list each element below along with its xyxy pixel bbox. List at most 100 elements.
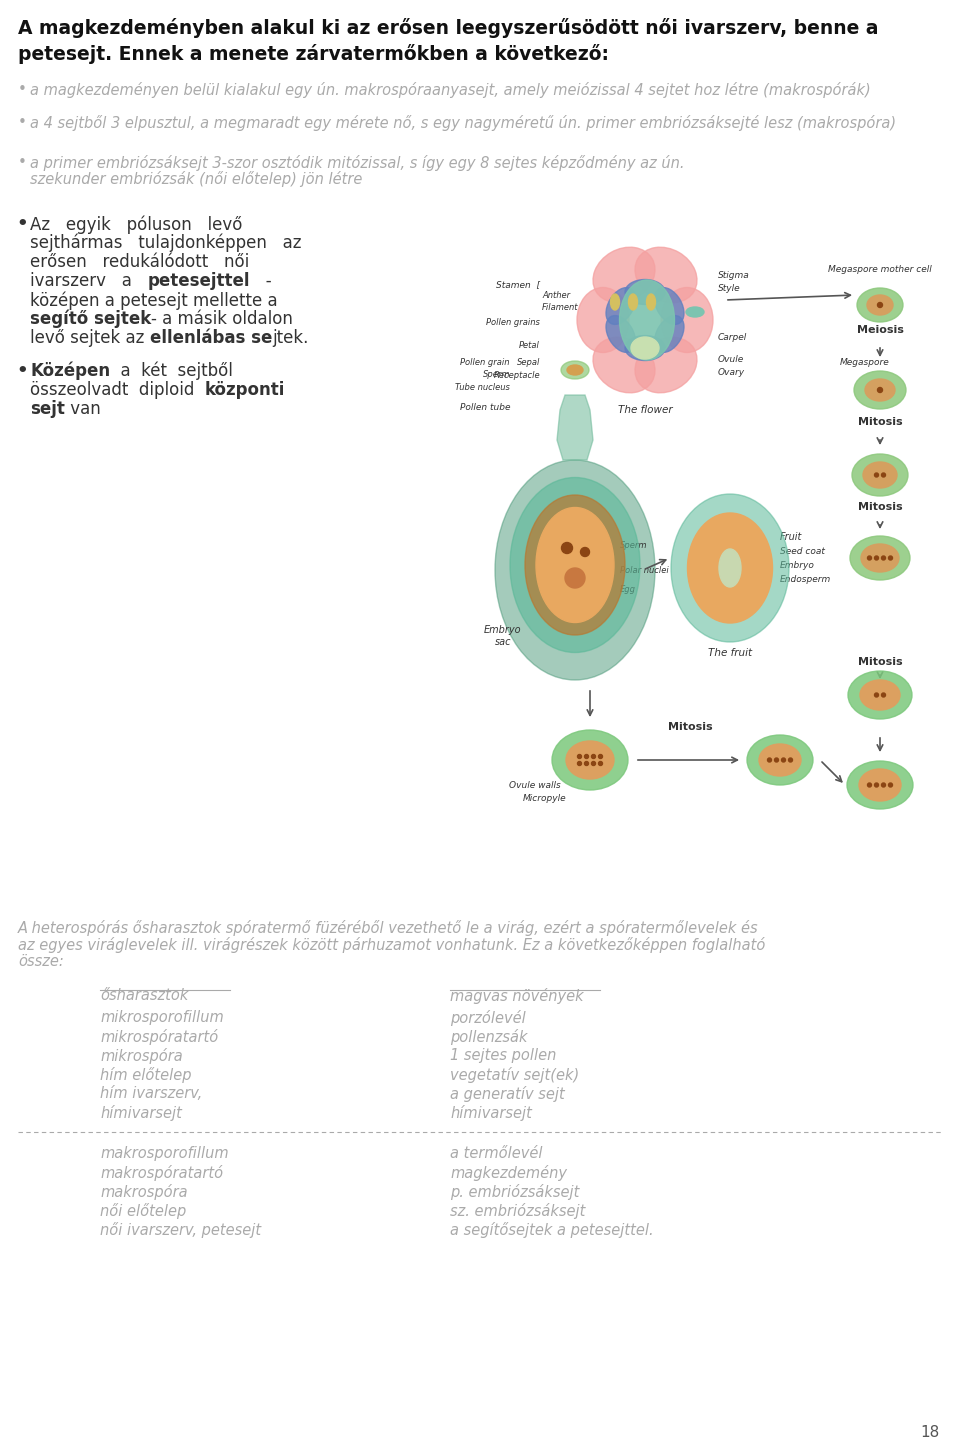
Text: Receptacle: Receptacle [493, 371, 540, 380]
Text: petesejt. Ennek a menete zárvatermőkben a következő:: petesejt. Ennek a menete zárvatermőkben … [18, 43, 609, 64]
Ellipse shape [611, 293, 619, 311]
Text: Ovary: Ovary [718, 368, 745, 377]
Text: A magkezdeményben alakul ki az erősen leegyszerűsödött női ivarszerv, benne a: A magkezdeményben alakul ki az erősen le… [18, 17, 878, 38]
Text: Ovule: Ovule [718, 355, 744, 364]
Ellipse shape [581, 548, 589, 556]
Text: a 4 sejtből 3 elpusztul, a megmaradt egy mérete nő, s egy nagyméretű ún. primer : a 4 sejtből 3 elpusztul, a megmaradt egy… [30, 116, 896, 131]
Text: 18: 18 [921, 1425, 940, 1441]
Text: a segítősejtek a petesejttel.: a segítősejtek a petesejttel. [450, 1222, 654, 1238]
Text: Középen: Középen [30, 363, 110, 380]
Ellipse shape [775, 759, 779, 762]
Text: ellenlábas se: ellenlábas se [150, 329, 272, 347]
Text: összeolvadt  diploid: összeolvadt diploid [30, 381, 204, 399]
Ellipse shape [591, 762, 595, 766]
Ellipse shape [562, 542, 572, 553]
Ellipse shape [889, 783, 893, 788]
Ellipse shape [852, 454, 908, 496]
Text: makrospóra: makrospóra [100, 1183, 187, 1199]
Text: Megaspore: Megaspore [840, 358, 890, 367]
Text: Sepal: Sepal [516, 358, 540, 367]
Text: mikrospóratartó: mikrospóratartó [100, 1029, 218, 1045]
Text: 1 sejtes pollen: 1 sejtes pollen [450, 1048, 557, 1064]
Text: hím előtelep: hím előtelep [100, 1066, 191, 1082]
Ellipse shape [767, 759, 772, 762]
Polygon shape [557, 394, 593, 460]
Text: •: • [16, 215, 28, 233]
Ellipse shape [585, 754, 588, 759]
Text: Sperm: Sperm [483, 370, 510, 379]
Text: az egyes viráglevelek ill. virágrészek között párhuzamot vonhatunk. Ez a követke: az egyes viráglevelek ill. virágrészek k… [18, 936, 765, 954]
Text: magkezdemény: magkezdemény [450, 1165, 567, 1181]
Ellipse shape [655, 315, 684, 353]
Text: •: • [18, 155, 27, 171]
Ellipse shape [848, 670, 912, 720]
Text: Petal: Petal [519, 341, 540, 350]
Ellipse shape [719, 549, 741, 587]
Text: Micropyle: Micropyle [523, 793, 566, 803]
Text: Pollen grain: Pollen grain [461, 358, 510, 367]
Ellipse shape [781, 759, 785, 762]
Ellipse shape [566, 741, 614, 779]
Ellipse shape [875, 694, 878, 696]
Text: Egg: Egg [620, 585, 636, 594]
Text: szekunder embriózsák (női előtelep) jön létre: szekunder embriózsák (női előtelep) jön … [30, 171, 362, 186]
Ellipse shape [847, 762, 913, 809]
Ellipse shape [889, 556, 893, 561]
Ellipse shape [525, 496, 625, 634]
Ellipse shape [747, 736, 813, 785]
Text: Fruit: Fruit [780, 532, 803, 542]
Ellipse shape [868, 783, 872, 788]
Ellipse shape [635, 337, 697, 393]
Text: Embryo
sac: Embryo sac [484, 626, 522, 647]
Text: - a másik oldalon: - a másik oldalon [152, 311, 293, 328]
Ellipse shape [671, 494, 789, 642]
Ellipse shape [865, 379, 895, 402]
Text: •: • [18, 116, 27, 130]
Text: levő sejtek az: levő sejtek az [30, 329, 150, 347]
Text: Mitosis: Mitosis [857, 418, 902, 428]
Text: Stigma: Stigma [718, 272, 750, 280]
Ellipse shape [863, 462, 897, 488]
Ellipse shape [859, 769, 901, 801]
Ellipse shape [877, 302, 882, 308]
Text: Mitosis: Mitosis [857, 501, 902, 512]
Text: jtek.: jtek. [272, 329, 308, 347]
Ellipse shape [577, 288, 629, 353]
Text: Seed coat: Seed coat [780, 548, 825, 556]
Text: The fruit: The fruit [708, 647, 752, 657]
Text: ivarszerv   a: ivarszerv a [30, 272, 148, 290]
Text: makrospóratartó: makrospóratartó [100, 1165, 223, 1181]
Ellipse shape [625, 279, 665, 305]
Ellipse shape [567, 366, 583, 376]
Text: •: • [16, 363, 28, 380]
Text: Anther: Anther [542, 290, 570, 301]
Ellipse shape [561, 361, 589, 379]
Ellipse shape [625, 335, 665, 360]
Ellipse shape [868, 556, 872, 561]
Ellipse shape [687, 513, 773, 623]
Text: Ovule walls: Ovule walls [509, 780, 561, 790]
Text: Pollen tube: Pollen tube [460, 403, 510, 412]
Ellipse shape [655, 288, 684, 325]
Ellipse shape [875, 556, 878, 561]
Ellipse shape [635, 247, 697, 303]
Text: petesejttel: petesejttel [148, 272, 251, 290]
Ellipse shape [686, 306, 704, 316]
Text: össze:: össze: [18, 954, 63, 970]
Text: Sperm: Sperm [620, 540, 647, 551]
Ellipse shape [591, 754, 595, 759]
Text: van: van [65, 400, 101, 418]
Ellipse shape [788, 759, 793, 762]
Text: erősen   redukálódott   női: erősen redukálódott női [30, 253, 250, 272]
Text: a  két  sejtből: a két sejtből [110, 363, 233, 380]
Ellipse shape [861, 543, 899, 572]
Text: The flower: The flower [617, 405, 672, 415]
Text: Filament: Filament [542, 303, 579, 312]
Ellipse shape [867, 295, 893, 315]
Text: vegetatív sejt(ek): vegetatív sejt(ek) [450, 1066, 579, 1082]
Text: hímivarsejt: hímivarsejt [100, 1105, 181, 1121]
Text: Mitosis: Mitosis [857, 657, 902, 668]
Text: női előtelep: női előtelep [100, 1204, 186, 1220]
Text: magvas növények: magvas növények [450, 988, 584, 1004]
Ellipse shape [510, 477, 640, 653]
